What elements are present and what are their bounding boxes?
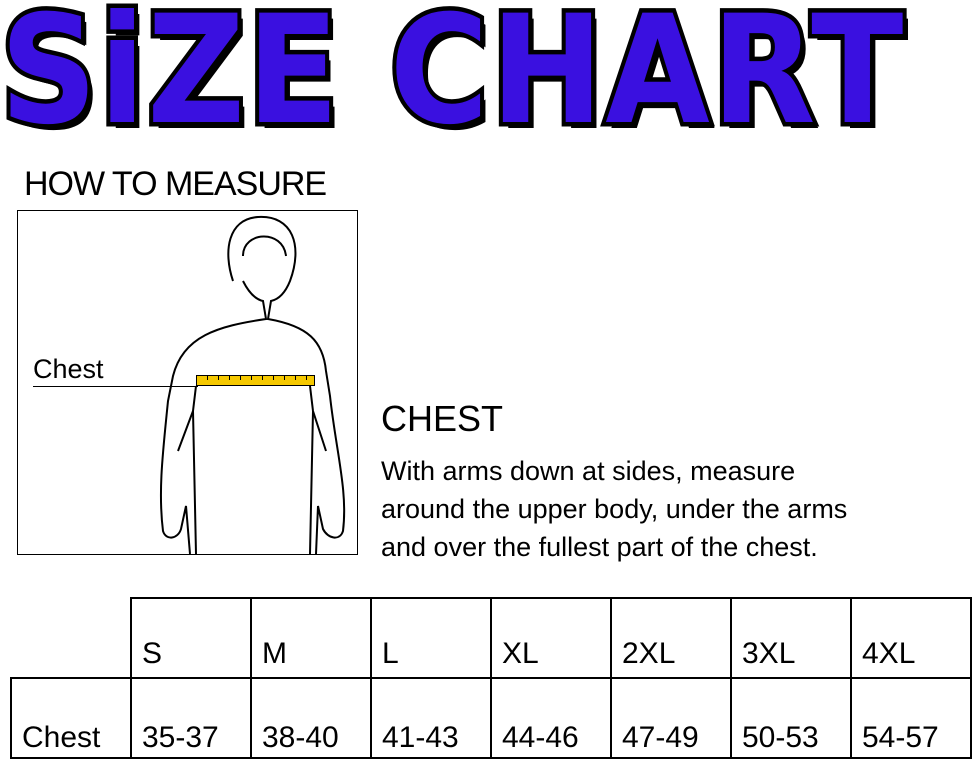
chest-value: 38-40	[250, 677, 372, 759]
chest-value: 50-53	[730, 677, 852, 759]
chest-value: 35-37	[130, 677, 252, 759]
empty-cell	[11, 598, 131, 678]
size-header: XL	[490, 597, 612, 679]
how-to-measure-heading: HOW TO MEASURE	[24, 165, 327, 203]
chest-value: 54-57	[850, 677, 972, 759]
description-line: around the upper body, under the arms	[381, 494, 848, 524]
table-header-row: S M L XL 2XL 3XL 4XL	[11, 597, 972, 679]
table-row: Chest 35-37 38-40 41-43 44-46 47-49 50-5…	[10, 677, 972, 759]
tape-measure	[196, 375, 315, 386]
description-line: and over the fullest part of the chest.	[381, 532, 818, 562]
chest-heading: CHEST	[381, 398, 504, 439]
body-outline-icon	[159, 215, 346, 555]
size-header: M	[250, 597, 372, 679]
chest-label: Chest	[33, 354, 104, 384]
measurement-figure: Chest	[17, 210, 358, 555]
chest-pointer-line	[33, 386, 198, 387]
size-header: 3XL	[730, 597, 852, 679]
size-header: S	[130, 597, 252, 679]
size-header: 4XL	[850, 597, 972, 679]
chest-value: 44-46	[490, 677, 612, 759]
chest-description: With arms down at sides, measure around …	[381, 452, 978, 566]
size-header: L	[370, 597, 492, 679]
description-line: With arms down at sides, measure	[381, 456, 796, 486]
chest-value: 47-49	[610, 677, 732, 759]
size-header: 2XL	[610, 597, 732, 679]
chest-value: 41-43	[370, 677, 492, 759]
row-label: Chest	[10, 677, 132, 759]
size-table: S M L XL 2XL 3XL 4XL Chest 35-37 38-40 4…	[10, 597, 972, 759]
size-chart-title: SiZE CHART	[0, 0, 907, 158]
